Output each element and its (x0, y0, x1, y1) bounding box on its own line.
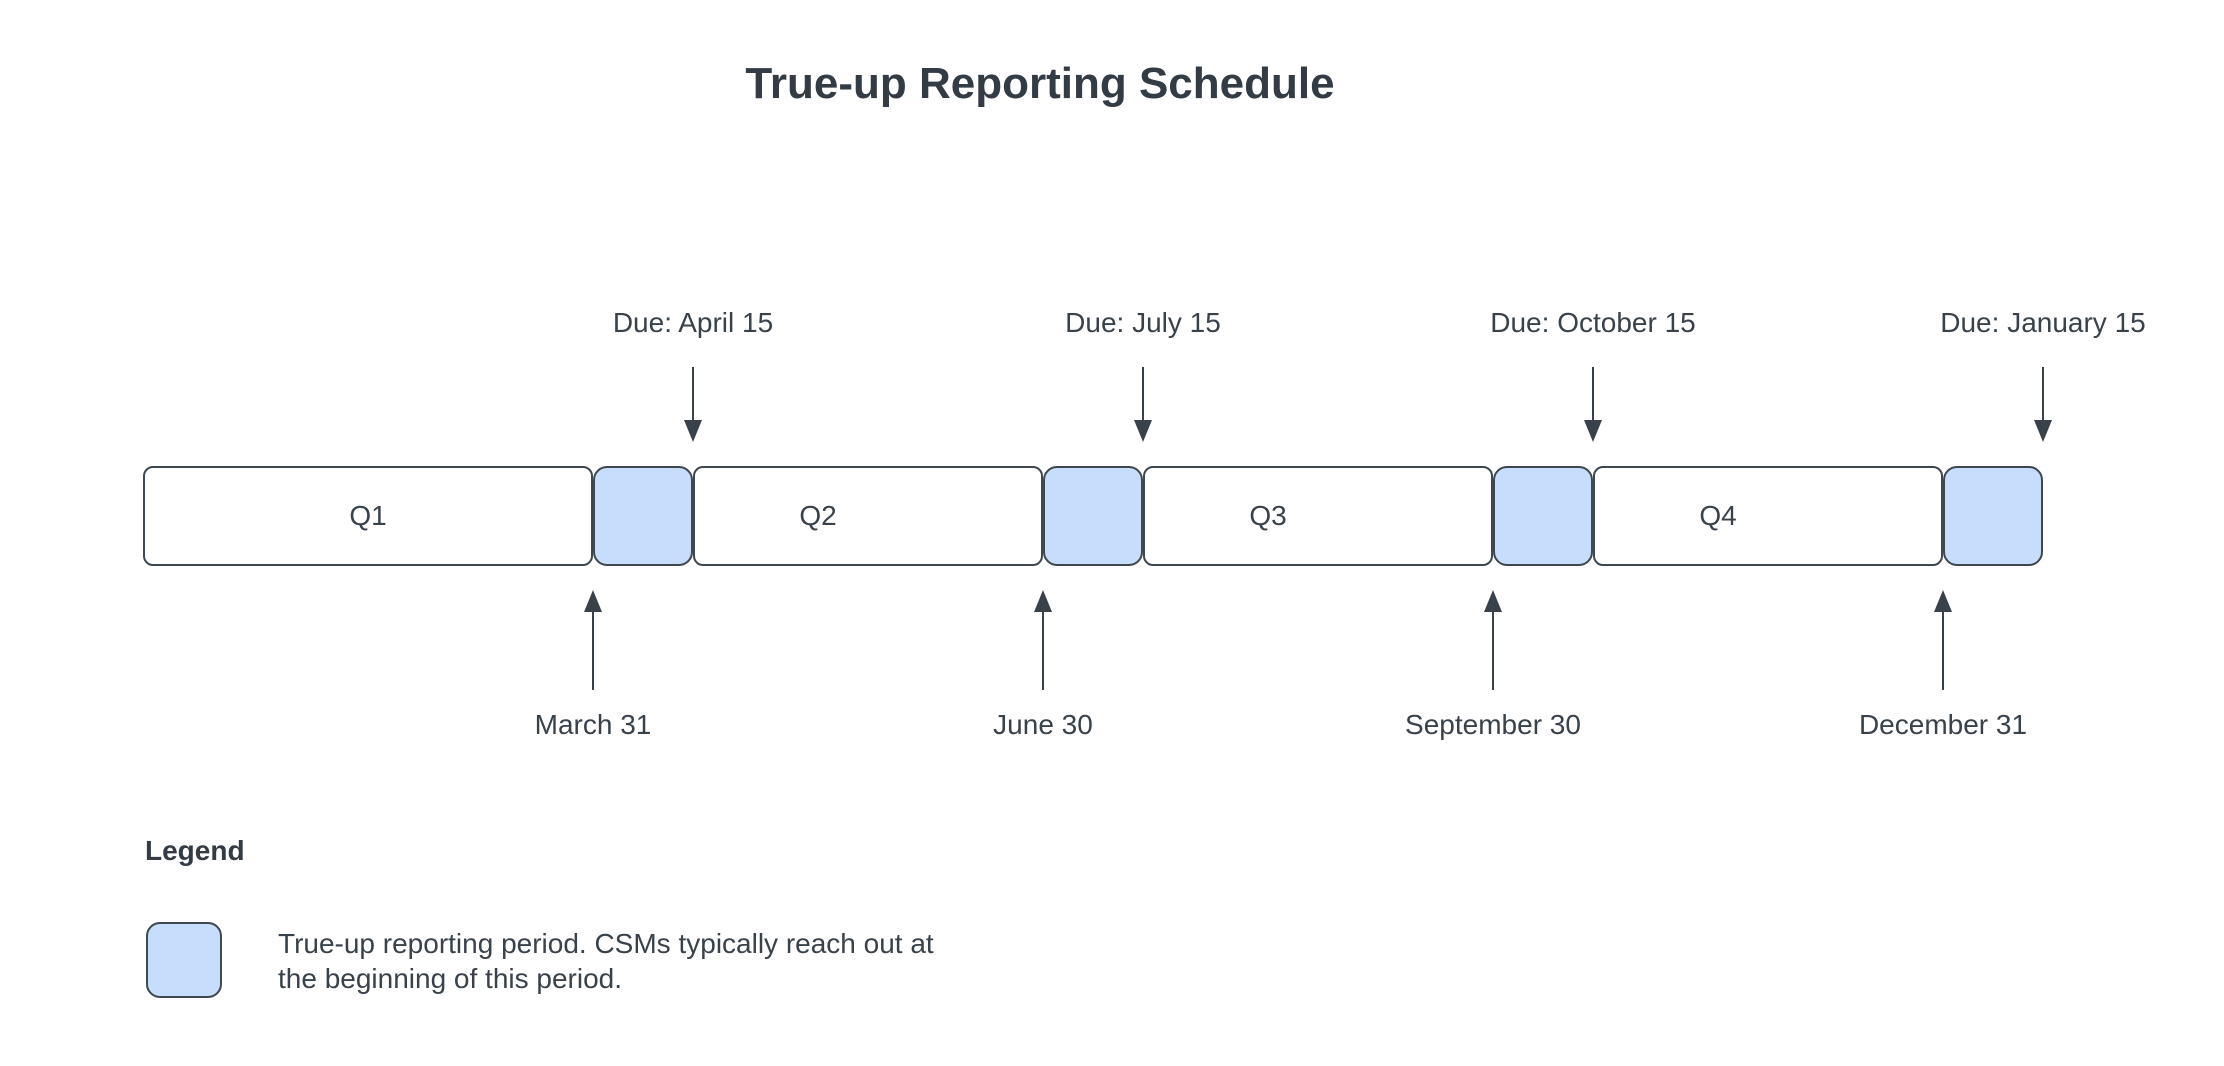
trueup-period-box-1 (593, 466, 693, 566)
end-arrow-line (1492, 611, 1494, 690)
quarter-end-label-march: March 31 (534, 709, 652, 740)
legend-description-line2: the beginning of this period. (278, 963, 623, 994)
page-title: True-up Reporting Schedule (745, 59, 1335, 108)
due-arrow-line (1142, 367, 1144, 423)
due-label-january: Due: January 15 (1940, 307, 2146, 338)
quarter-end-label-june: June 30 (993, 709, 1093, 740)
quarter-box-q1 (143, 466, 593, 566)
quarter-end-label-september: September 30 (1405, 709, 1581, 740)
arrow-down-icon (684, 420, 702, 442)
end-arrow-line (1042, 611, 1044, 690)
trueup-period-box-4 (1943, 466, 2043, 566)
legend-trueup-swatch (146, 922, 222, 998)
due-label-july: Due: July 15 (1065, 307, 1221, 338)
arrow-up-icon (1934, 590, 1952, 612)
quarter-box-q4 (1593, 466, 1943, 566)
quarter-label-q4: Q4 (1699, 500, 1737, 531)
quarter-label-q3: Q3 (1249, 500, 1287, 531)
legend-heading: Legend (145, 835, 245, 866)
arrow-down-icon (1584, 420, 1602, 442)
quarter-label-q1: Q1 (349, 500, 387, 531)
due-arrow-line (1592, 367, 1594, 423)
due-label-april: Due: April 15 (612, 307, 774, 338)
arrow-down-icon (1134, 420, 1152, 442)
quarter-label-q2: Q2 (799, 500, 837, 531)
due-arrow-line (692, 367, 694, 423)
legend-description: True-up reporting period. CSMs typically… (278, 926, 934, 996)
end-arrow-line (592, 611, 594, 690)
arrow-up-icon (584, 590, 602, 612)
due-arrow-line (2042, 367, 2044, 423)
quarter-box-q3 (1143, 466, 1493, 566)
quarter-box-q2 (693, 466, 1043, 566)
arrow-down-icon (2034, 420, 2052, 442)
end-arrow-line (1942, 611, 1944, 690)
arrow-up-icon (1034, 590, 1052, 612)
quarter-end-label-december: December 31 (1858, 709, 2028, 740)
trueup-period-box-3 (1493, 466, 1593, 566)
due-label-october: Due: October 15 (1490, 307, 1696, 338)
trueup-period-box-2 (1043, 466, 1143, 566)
legend-description-line1: True-up reporting period. CSMs typically… (278, 928, 934, 959)
arrow-up-icon (1484, 590, 1502, 612)
